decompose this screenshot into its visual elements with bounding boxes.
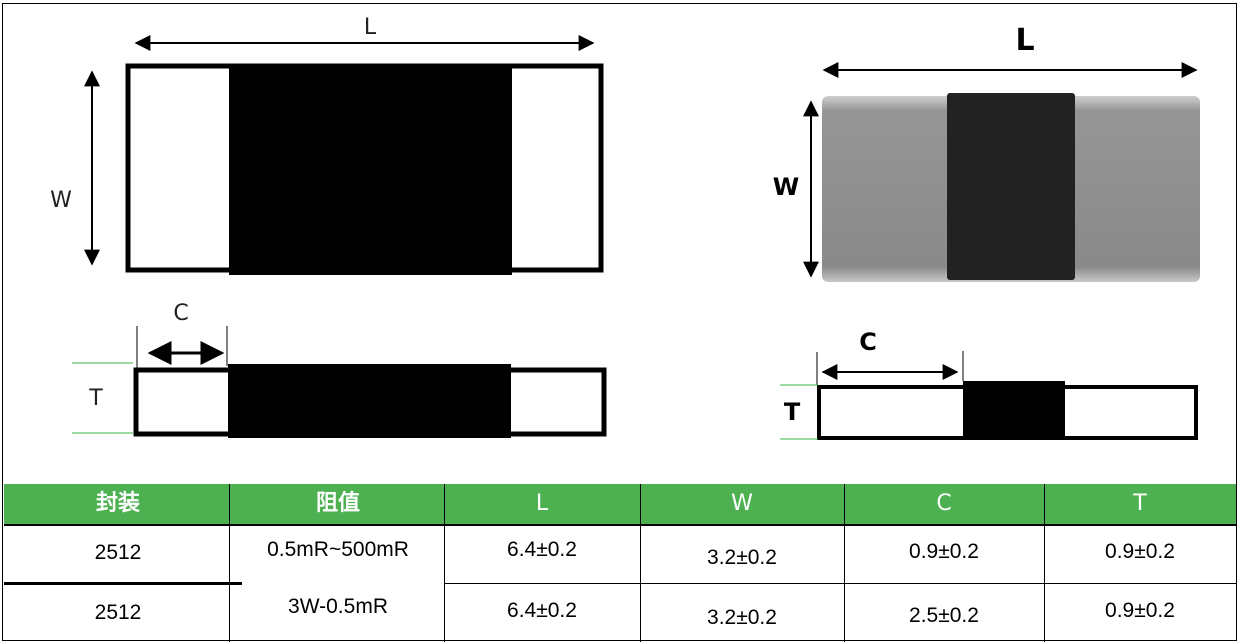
header-terminal: C bbox=[936, 491, 952, 516]
schematic-length-label: L bbox=[364, 15, 377, 40]
header-separator bbox=[4, 524, 1236, 526]
photo-diagram: L W C T bbox=[773, 23, 1200, 440]
table-cell: 0.9±0.2 bbox=[909, 540, 979, 563]
schematic-terminal-label: C bbox=[173, 301, 188, 326]
header-package: 封装 bbox=[95, 491, 140, 516]
schematic-resistive-body bbox=[229, 64, 512, 275]
photo-thickness-label: T bbox=[784, 398, 801, 426]
col-divider-2 bbox=[444, 484, 445, 642]
col-divider-3 bbox=[640, 484, 641, 642]
table-cell: 3.2±0.2 bbox=[707, 546, 777, 569]
table-cell: 0.9±0.2 bbox=[1105, 599, 1175, 622]
row-separator bbox=[4, 582, 242, 585]
schematic-width-label: W bbox=[50, 188, 72, 213]
header-thickness: T bbox=[1133, 491, 1147, 516]
table-cell: 0.5mR~500mR bbox=[267, 538, 409, 561]
photo-side-body bbox=[963, 381, 1065, 440]
header-resistance: 阻值 bbox=[315, 491, 360, 516]
header-length: L bbox=[535, 491, 549, 516]
row-separator-right bbox=[444, 583, 1236, 584]
outer-frame bbox=[2, 3, 1237, 641]
table-cell: 2512 bbox=[94, 601, 142, 624]
schematic-diagram: L W C T bbox=[50, 15, 607, 438]
col-divider-5 bbox=[1044, 484, 1045, 642]
photo-length-label: L bbox=[1015, 23, 1034, 58]
col-divider-1 bbox=[229, 484, 230, 642]
table-header: 封装 阻值 L W C T bbox=[4, 484, 1236, 524]
schematic-side-body bbox=[228, 364, 511, 438]
table-cell: 2.5±0.2 bbox=[909, 604, 979, 627]
col-divider-4 bbox=[844, 484, 845, 642]
table-cell: 6.4±0.2 bbox=[507, 599, 577, 622]
table-cell: 2512 bbox=[94, 541, 142, 564]
table-cell: 6.4±0.2 bbox=[507, 538, 577, 561]
table-cell: 3W-0.5mR bbox=[288, 595, 388, 618]
table-cell: 0.9±0.2 bbox=[1105, 540, 1175, 563]
header-width: W bbox=[731, 491, 753, 516]
photo-resistive-body bbox=[947, 93, 1075, 280]
photo-width-label: W bbox=[773, 173, 799, 201]
photo-terminal-label: C bbox=[859, 328, 877, 356]
schematic-thickness-label: T bbox=[88, 386, 103, 411]
table-cell: 3.2±0.2 bbox=[707, 606, 777, 629]
